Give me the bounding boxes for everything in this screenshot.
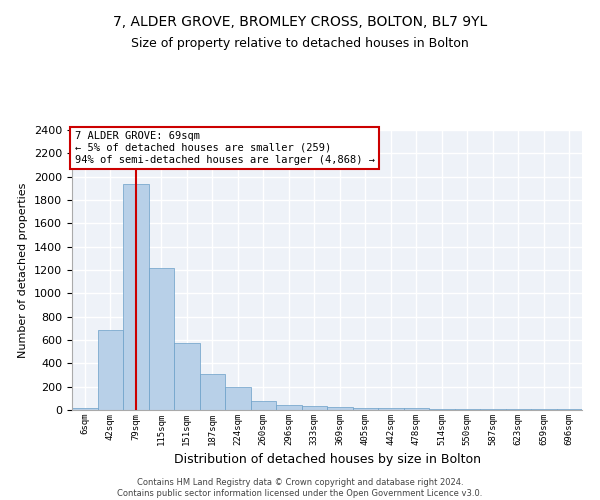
Bar xyxy=(123,184,149,410)
Bar xyxy=(276,405,302,410)
Text: 7 ALDER GROVE: 69sqm
← 5% of detached houses are smaller (259)
94% of semi-detac: 7 ALDER GROVE: 69sqm ← 5% of detached ho… xyxy=(74,132,374,164)
Bar xyxy=(225,386,251,410)
Bar xyxy=(251,400,276,410)
X-axis label: Distribution of detached houses by size in Bolton: Distribution of detached houses by size … xyxy=(173,454,481,466)
Text: Size of property relative to detached houses in Bolton: Size of property relative to detached ho… xyxy=(131,38,469,51)
Bar xyxy=(174,343,199,410)
Bar xyxy=(353,408,378,410)
Bar xyxy=(199,374,225,410)
Bar xyxy=(149,268,174,410)
Bar xyxy=(97,330,123,410)
Bar xyxy=(378,408,404,410)
Text: Contains HM Land Registry data © Crown copyright and database right 2024.
Contai: Contains HM Land Registry data © Crown c… xyxy=(118,478,482,498)
Bar xyxy=(327,406,353,410)
Y-axis label: Number of detached properties: Number of detached properties xyxy=(19,182,28,358)
Bar xyxy=(404,408,429,410)
Bar xyxy=(72,408,97,410)
Text: 7, ALDER GROVE, BROMLEY CROSS, BOLTON, BL7 9YL: 7, ALDER GROVE, BROMLEY CROSS, BOLTON, B… xyxy=(113,15,487,29)
Bar xyxy=(302,406,327,410)
